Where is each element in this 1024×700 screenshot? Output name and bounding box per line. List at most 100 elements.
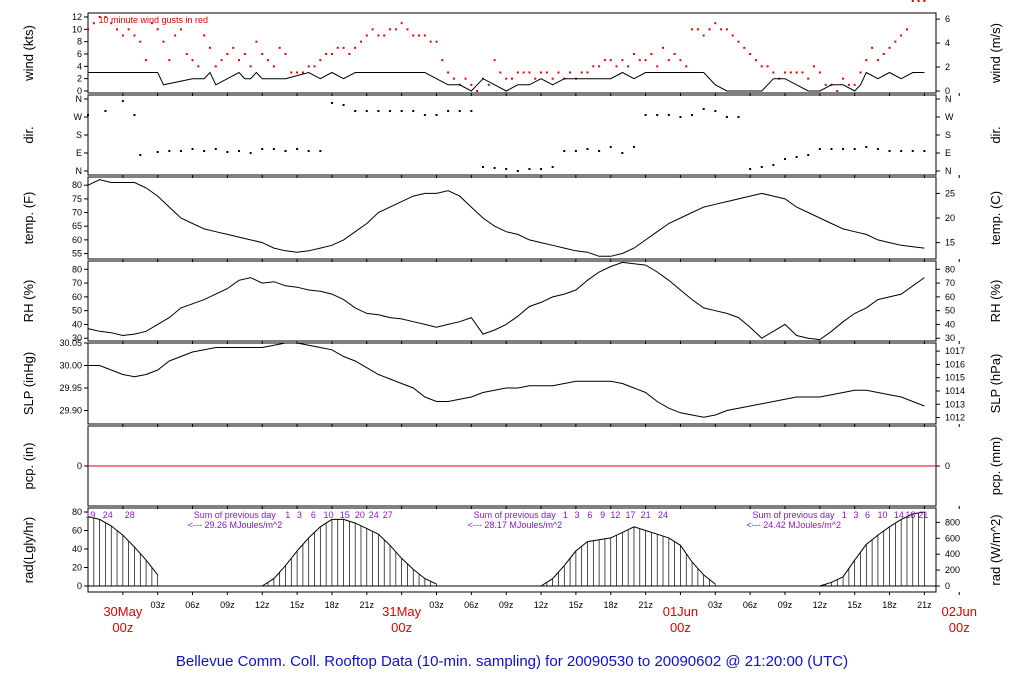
x-tick-label: 12z <box>534 600 549 610</box>
dir-point <box>481 166 484 168</box>
wind-ytick-right-label: 4 <box>945 38 950 48</box>
slp-frame <box>87 342 937 425</box>
dir-ytick-label: N <box>76 94 83 104</box>
rad-sum-value: <--- 29.26 MJoules/m^2 <box>188 520 283 530</box>
x-tick-label: 12z <box>813 600 828 610</box>
gust-point <box>603 59 606 62</box>
pcp-ytick-right-label: 0 <box>945 461 950 471</box>
rad-hour-mark: 9 <box>600 510 605 520</box>
x-tick-label: 06z <box>185 600 200 610</box>
x-tick-label: 09z <box>220 600 235 610</box>
wind-ytick-right-label: 6 <box>945 14 950 24</box>
gust-point <box>133 34 136 37</box>
gust-point <box>557 71 560 74</box>
gust-point <box>702 34 705 37</box>
gust-point <box>400 22 403 25</box>
gust-point <box>272 65 275 68</box>
x-tick-label: 18z <box>325 600 340 610</box>
dir-ytick-label: E <box>76 148 82 158</box>
gust-annotation: 10 minute wind gusts in red <box>98 15 208 25</box>
dir-point <box>203 150 206 152</box>
gust-point <box>330 53 333 55</box>
dir-point <box>772 164 775 166</box>
dir-point <box>632 146 635 148</box>
gust-point <box>139 40 142 43</box>
slp-ytick-right-label: 1013 <box>945 399 965 409</box>
gust-point <box>348 53 351 55</box>
dir-point <box>261 148 264 150</box>
gust-point <box>650 53 653 55</box>
dir-point <box>656 114 659 116</box>
rad-hour-mark: 14 <box>894 510 904 520</box>
gust-point <box>905 28 908 31</box>
rad-hour-mark: 21 <box>918 510 928 520</box>
dir-point <box>725 116 728 118</box>
wind-ytick-label: 0 <box>77 86 82 96</box>
gust-point <box>522 71 525 74</box>
dir-point <box>540 168 543 170</box>
dir-point <box>702 108 705 110</box>
gust-point <box>807 77 810 80</box>
dir-point <box>470 110 473 112</box>
gust-point <box>92 22 95 25</box>
gust-point <box>406 28 409 31</box>
rad-ytick-label: 0 <box>77 581 82 591</box>
gust-point <box>389 28 392 31</box>
dir-point <box>505 168 508 170</box>
rad-ytick-right-label: 800 <box>945 517 960 527</box>
gust-point <box>301 71 304 74</box>
gust-point <box>336 46 339 49</box>
gust-point <box>923 0 926 2</box>
x-tick-label: 21z <box>638 600 653 610</box>
slp-ytick-label: 29.95 <box>59 383 82 393</box>
rad-ytick-label: 80 <box>72 507 82 517</box>
rad-ylabel-right: rad (W/m^2) <box>988 514 1003 585</box>
rad-hour-mark: 12 <box>610 510 620 520</box>
temp-ylabel: temp. (F) <box>21 192 36 245</box>
gust-point <box>679 59 682 62</box>
gust-point <box>911 0 914 2</box>
rad-sum-title: Sum of previous day <box>752 510 835 520</box>
dir-point <box>400 110 403 112</box>
x-axis: 03z 06z 09z 12z 15z 18z 21z 03z 06z 09z 12z 15z 18z 2… <box>103 600 977 635</box>
gust-point <box>760 65 763 68</box>
dir-point <box>737 116 740 118</box>
gust-point <box>598 65 601 68</box>
gust-point <box>104 16 107 18</box>
dir-point <box>191 148 194 150</box>
gust-point <box>824 83 827 86</box>
wind-ytick-label: 12 <box>72 12 82 22</box>
dir-point <box>296 148 299 150</box>
rad-hour-mark: 10 <box>323 510 333 520</box>
rh-ytick-label: 50 <box>72 306 82 316</box>
rh-line <box>87 261 925 341</box>
x-tick-label: 06z <box>743 600 758 610</box>
gust-point <box>226 53 229 55</box>
gust-point <box>545 71 548 74</box>
gust-point <box>813 65 816 68</box>
wind-ytick-label: 2 <box>77 74 82 84</box>
wind-ylabel-right: wind (m/s) <box>988 23 1003 84</box>
gust-point <box>156 28 159 31</box>
x-tick-label: 21z <box>360 600 375 610</box>
rad-line <box>540 526 716 587</box>
rad-ylabel: rad(Lgly/hr) <box>21 517 36 583</box>
rh-ytick-right-label: 70 <box>945 278 955 288</box>
dir-point <box>389 110 392 112</box>
gust-point <box>644 59 647 62</box>
dir-point <box>458 110 461 112</box>
rh-ylabel: RH (%) <box>21 280 36 323</box>
gust-point <box>894 40 897 43</box>
dir-point <box>900 150 903 152</box>
gust-point <box>377 34 380 37</box>
gust-point <box>534 77 537 80</box>
gust-point <box>795 71 798 74</box>
gust-point <box>818 71 821 74</box>
dir-point <box>621 152 624 154</box>
dir-point <box>121 100 124 102</box>
temp-ytick-label: 80 <box>72 180 82 190</box>
slp-ytick-right-label: 1015 <box>945 373 965 383</box>
x-tick-label: 18z <box>882 600 897 610</box>
dir-point <box>679 116 682 118</box>
